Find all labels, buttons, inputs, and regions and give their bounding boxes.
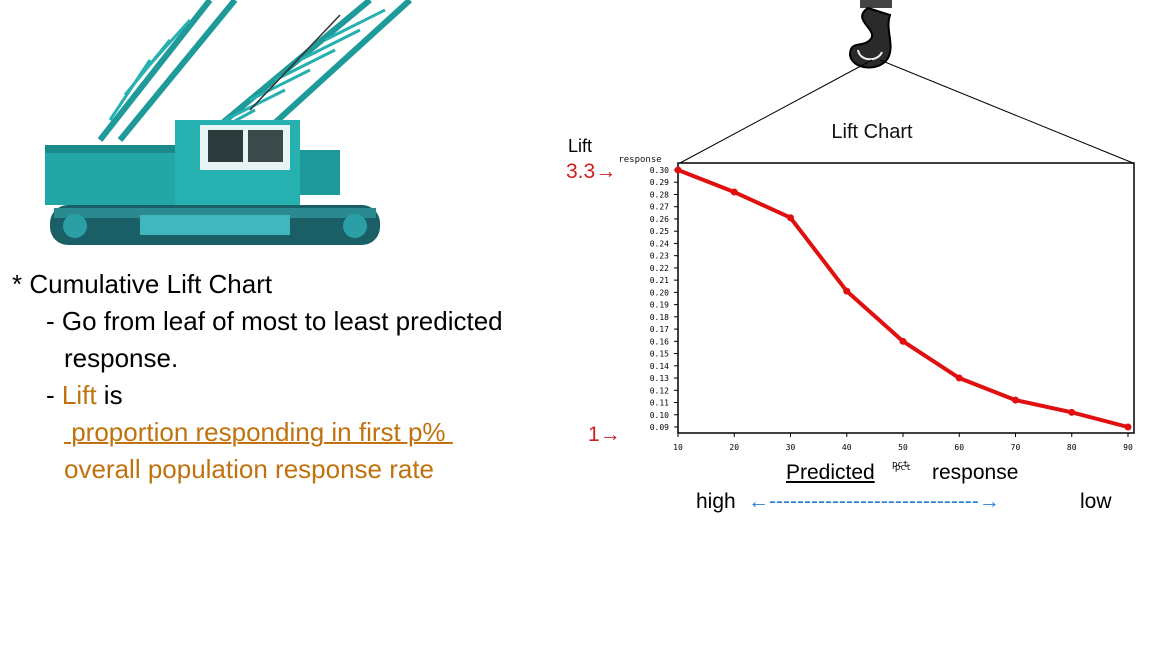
chart-title: Lift Chart (831, 121, 913, 143)
footer-high: high (696, 490, 736, 513)
x-tick-label: 50 (898, 443, 908, 452)
x-tick-label: 90 (1123, 443, 1133, 452)
data-point (787, 214, 794, 222)
y-tick-label: 0.27 (650, 203, 669, 212)
y-tick-label: 0.19 (650, 301, 669, 310)
bullet-block: * Cumulative Lift Chart - Go from leaf o… (12, 266, 612, 496)
y-tick-label: 0.28 (650, 190, 669, 199)
data-point (1124, 423, 1132, 431)
footer-pct: pct (892, 460, 909, 470)
x-tick-label: 70 (1011, 443, 1021, 452)
data-point (674, 166, 682, 174)
y-axis-ticks: 0.30 0.29 0.28 0.27 0.26 0.25 0.24 0.23 0.22 0.21… (650, 166, 678, 432)
data-point (1012, 396, 1019, 404)
y-tick-label: 0.29 (650, 178, 669, 187)
hook-icon (848, 0, 892, 69)
y-tick-label: 0.30 (650, 166, 669, 175)
data-point (1068, 408, 1076, 416)
y-tick-label: 0.17 (650, 325, 669, 334)
y-axis-label: response (618, 155, 661, 165)
lift-bottom-marker: 1→ (588, 423, 621, 446)
y-tick-label: 0.21 (650, 276, 669, 285)
x-axis-ticks: 10 20 30 40 50 60 70 80 90 (673, 433, 1133, 452)
data-point (843, 287, 851, 295)
data-point (955, 374, 963, 382)
y-tick-label: 0.20 (650, 288, 669, 297)
y-tick-label: 0.26 (650, 215, 669, 224)
crane-illustration (45, 0, 413, 245)
x-axis-label: pct (895, 463, 911, 473)
bullet-sub2-prefix: - (46, 380, 62, 410)
y-tick-label: 0.13 (650, 374, 669, 383)
x-tick-label: 30 (786, 443, 796, 452)
bullet-sub2-lift: Lift (61, 380, 97, 410)
y-tick-label: 0.15 (650, 350, 669, 359)
y-tick-label: 0.09 (650, 423, 669, 432)
bullet-sub2-suffix: is (96, 380, 123, 410)
fraction-denominator: overall population response rate (64, 454, 435, 484)
footer-predicted: Predicted (786, 461, 875, 484)
plot-frame (677, 162, 1135, 434)
y-tick-label: 0.10 (650, 411, 669, 420)
x-tick-label: 20 (729, 443, 739, 452)
lift-label: Lift (568, 136, 593, 156)
footer-low: low (1080, 490, 1112, 513)
bullet-sub1-line2: response. (64, 343, 179, 373)
bullet-sub1-line1: - Go from leaf of most to least predicte… (46, 306, 503, 336)
footer-response: response (932, 461, 1019, 484)
x-tick-label: 10 (673, 443, 683, 452)
lift-top-marker: 3.3→ (566, 160, 617, 183)
bullet-heading: * Cumulative Lift Chart (12, 269, 273, 299)
y-tick-label: 0.16 (650, 337, 669, 346)
y-tick-label: 0.18 (650, 313, 669, 322)
y-tick-label: 0.22 (650, 264, 669, 273)
fraction-numerator: proportion responding in first p% (64, 417, 453, 447)
data-point (899, 337, 907, 345)
x-tick-label: 60 (954, 443, 964, 452)
y-tick-label: 0.14 (650, 362, 669, 371)
y-tick-label: 0.23 (650, 252, 669, 261)
y-tick-label: 0.11 (650, 399, 669, 408)
series-line (677, 168, 1129, 429)
y-tick-label: 0.12 (650, 386, 669, 395)
data-point (730, 188, 738, 196)
x-tick-label: 40 (842, 443, 852, 452)
series-response (674, 166, 1132, 431)
bullet-sub2: - Lift is (46, 377, 123, 414)
y-tick-label: 0.25 (650, 227, 669, 236)
x-tick-label: 80 (1067, 443, 1077, 452)
footer-arrow: ←------------------------------→ (748, 490, 1000, 513)
y-tick-label: 0.24 (650, 239, 669, 248)
